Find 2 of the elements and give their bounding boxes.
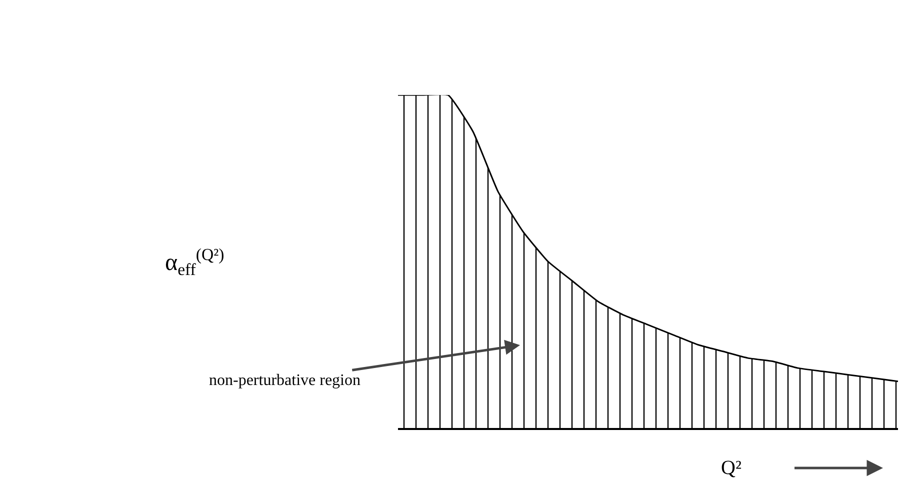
text: non-perturbative region (209, 372, 360, 389)
x-axis-title: Q² (721, 457, 742, 479)
